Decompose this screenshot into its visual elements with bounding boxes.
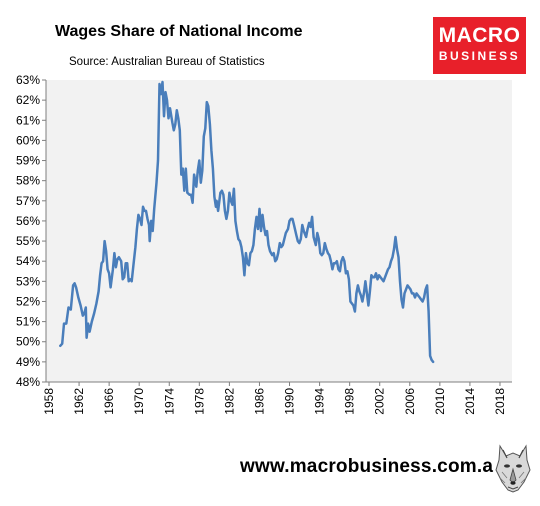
y-tick-label: 48%: [16, 375, 40, 389]
macrobusiness-logo[interactable]: MACRO BUSINESS: [433, 17, 526, 74]
x-tick-label: 1986: [252, 388, 266, 415]
y-tick-label: 55%: [16, 234, 40, 248]
y-tick-label: 60%: [16, 133, 40, 147]
y-tick-label: 57%: [16, 194, 40, 208]
logo-line-business: BUSINESS: [438, 49, 521, 63]
y-tick-label: 50%: [16, 335, 40, 349]
x-tick-label: 2006: [403, 388, 417, 415]
series-line-wages-share: [59, 80, 435, 364]
x-tick-label: 2010: [433, 388, 447, 415]
x-tick-label: 1982: [222, 388, 236, 415]
x-tick-label: 2002: [373, 388, 387, 415]
y-tick-label: 54%: [16, 254, 40, 268]
x-axis-ticks: 1958 1962 1966 1970 1974 1978 1982 1986 1990 1994…: [42, 382, 507, 415]
x-tick-label: 2018: [493, 388, 507, 415]
y-tick-label: 56%: [16, 214, 40, 228]
x-tick-label: 1962: [72, 388, 86, 415]
y-axis-ticks: 48% 49% 50% 51% 52% 53% 54% 55% 56% 57% 58% 59% 60% 6…: [16, 73, 46, 389]
logo-line-macro: MACRO: [438, 24, 521, 47]
x-tick-label: 1978: [192, 388, 206, 415]
x-tick-label: 1970: [132, 388, 146, 415]
chart-title: Wages Share of National Income: [55, 23, 303, 40]
chart-subtitle: Source: Australian Bureau of Statistics: [69, 56, 265, 68]
x-tick-label: 1974: [162, 388, 176, 415]
y-tick-label: 51%: [16, 315, 40, 329]
footer-url-link[interactable]: www.macrobusiness.com.au: [240, 456, 505, 477]
y-tick-label: 63%: [16, 73, 40, 87]
x-tick-label: 1998: [343, 388, 357, 415]
y-tick-label: 52%: [16, 294, 40, 308]
plot-area: [46, 80, 512, 382]
y-tick-label: 58%: [16, 174, 40, 188]
x-tick-label: 1994: [313, 388, 327, 415]
y-tick-label: 61%: [16, 113, 40, 127]
wolf-icon: [494, 442, 532, 494]
y-tick-label: 53%: [16, 274, 40, 288]
x-tick-label: 1958: [42, 388, 56, 415]
y-tick-label: 59%: [16, 154, 40, 168]
line-chart: 48% 49% 50% 51% 52% 53% 54% 55% 56% 57% 58% 59% 60% 6…: [16, 73, 512, 415]
y-tick-label: 62%: [16, 93, 40, 107]
x-tick-label: 2014: [463, 388, 477, 415]
y-tick-label: 49%: [16, 355, 40, 369]
x-tick-label: 1966: [102, 388, 116, 415]
x-tick-label: 1990: [283, 388, 297, 415]
